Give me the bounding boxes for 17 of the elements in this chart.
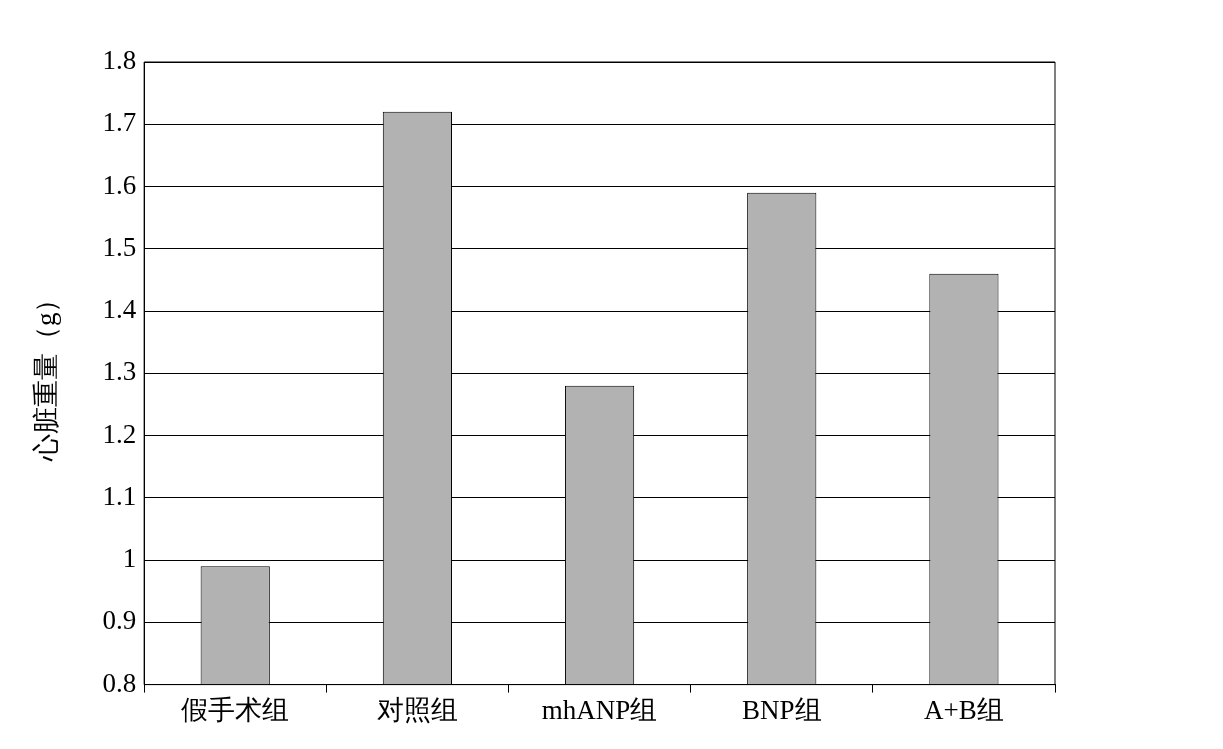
y-tick-label: 1.7 <box>102 107 137 138</box>
x-tick-label: A+B组 <box>924 694 1004 725</box>
x-tick-label: 假手术组 <box>181 694 290 725</box>
y-tick-label: 1.5 <box>102 231 137 262</box>
y-tick-label: 1.8 <box>102 45 137 76</box>
y-tick-label: 1 <box>122 543 137 574</box>
y-tick-label: 0.8 <box>102 667 137 698</box>
y-tick-label: 0.9 <box>102 605 137 636</box>
y-tick-label: 1.3 <box>102 356 137 387</box>
x-tick-label: mhANP组 <box>541 694 658 725</box>
y-tick-label: 1.6 <box>102 169 137 200</box>
y-tick-label: 1.4 <box>102 294 137 325</box>
x-tick-label: BNP组 <box>741 694 822 725</box>
y-tick-label: 1.1 <box>102 480 137 511</box>
y-tick-label: 1.2 <box>102 418 137 449</box>
x-tick-label: 对照组 <box>376 694 458 725</box>
y-axis-title: 心脏重量（g） <box>31 285 62 463</box>
